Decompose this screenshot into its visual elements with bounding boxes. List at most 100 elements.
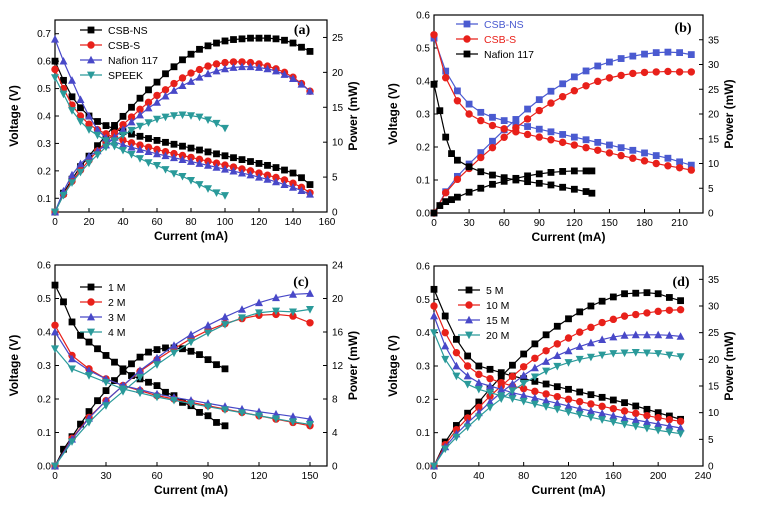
- series-csb-ns-power-line: [54, 37, 311, 213]
- series-5-m-voltage-point: [565, 385, 572, 393]
- series-csb-s-voltage-point: [441, 74, 450, 82]
- series-5-m-power-point: [542, 331, 550, 339]
- series-5-m-voltage-point: [609, 396, 617, 404]
- y-tick-label: 0.1: [416, 176, 430, 187]
- legend-marker: [463, 35, 471, 43]
- series-speek-voltage-point: [161, 166, 170, 174]
- series-5-m-voltage-point: [621, 399, 628, 407]
- series-csb-ns-voltage-point: [594, 138, 602, 146]
- series-nafion-117-voltage-point: [430, 80, 438, 88]
- series-csb-s-voltage-point: [582, 143, 590, 152]
- series-csb-s-power-point: [204, 62, 212, 70]
- series-1-m-voltage-point: [77, 331, 84, 339]
- series-nafion-117-power-point: [297, 80, 306, 88]
- series-csb-ns-voltage-point: [77, 104, 84, 112]
- x-tick-label: 200: [650, 471, 667, 482]
- y-tick-label: 0.2: [37, 166, 51, 177]
- series-csb-s-power-point: [629, 69, 637, 78]
- series-5-m-voltage-point: [441, 312, 449, 320]
- series-10-m-power-point: [676, 306, 685, 314]
- series-csb-ns-power-point: [145, 86, 152, 94]
- series-1-m-power-point: [119, 367, 127, 375]
- series-speek-power-point: [212, 119, 221, 128]
- series-4-m-voltage-point: [51, 345, 59, 353]
- series-5-m-power-point: [576, 308, 584, 316]
- series-csb-ns-power-point: [272, 35, 280, 43]
- series-4-m-voltage-point: [255, 412, 263, 420]
- y-axis-label: Voltage (V): [386, 83, 400, 145]
- legend-marker: [87, 71, 95, 80]
- y-tick-label: 0.5: [37, 294, 51, 305]
- x-tick-label: 0: [431, 471, 437, 482]
- chart-panel-b: 0 30 60 90 120 150 180 2100.00.10.20.30.40.50.6…: [386, 11, 736, 245]
- series-nafion-117-power-point: [170, 86, 178, 94]
- series-20-m-power-point: [598, 351, 607, 360]
- series-10-m-voltage-point: [676, 417, 685, 426]
- series-1-m-voltage-point: [204, 412, 212, 420]
- series-10-m-voltage-point: [643, 411, 651, 420]
- series-15-m-voltage-point: [609, 411, 618, 420]
- series-nafion-117-voltage-point: [306, 189, 314, 198]
- panel-letter: (b): [674, 21, 691, 36]
- series-nafion-117-voltage-point: [280, 180, 289, 188]
- series-nafion-117-voltage-point: [477, 168, 485, 176]
- series-4-m-voltage-point: [85, 372, 93, 380]
- x-tick-label: 240: [695, 471, 712, 482]
- series-20-m-power-point: [497, 395, 506, 403]
- series-nafion-117-voltage-point: [238, 168, 246, 177]
- series-15-m-power-point: [508, 379, 517, 388]
- y-tick-label: 0.3: [416, 362, 430, 373]
- series-20-m-power-point: [486, 403, 495, 412]
- series-1-m-power-point: [85, 408, 93, 415]
- series-5-m-power-point: [565, 315, 572, 323]
- series-4-m-power-point: [255, 309, 263, 317]
- series-5-m-power-point: [464, 409, 472, 417]
- series-csb-ns-voltage-point: [60, 76, 67, 84]
- series-nafion-117-power-point: [582, 167, 590, 175]
- y2-tick-label: 25: [708, 85, 720, 96]
- series-4-m-voltage-point: [187, 400, 195, 408]
- series-20-m-voltage-point: [530, 400, 539, 409]
- series-20-m-power-point: [654, 350, 663, 358]
- y2-tick-label: 35: [708, 35, 720, 46]
- series-csb-ns-voltage-point: [524, 123, 531, 130]
- series-csb-ns-power-point: [489, 137, 496, 145]
- series-10-m-voltage-point: [609, 404, 618, 413]
- series-speek-power-point: [76, 168, 85, 177]
- series-nafion-117-voltage-point: [51, 35, 59, 43]
- series-1-m-voltage-point: [153, 382, 161, 389]
- series-20-m-power-point: [676, 353, 685, 361]
- legend-label: SPEEK: [108, 70, 143, 82]
- series-csb-ns-voltage-point: [94, 118, 101, 125]
- series-nafion-117-voltage-point: [246, 170, 255, 179]
- series-3-m-voltage-point: [289, 412, 297, 420]
- series-3-m-voltage-point: [306, 414, 314, 423]
- series-nafion-117-power-point: [448, 196, 455, 204]
- series-csb-ns-voltage-point: [664, 154, 672, 162]
- series-nafion-117-voltage-point: [85, 111, 93, 120]
- series-4-m-power-point: [204, 329, 212, 338]
- series-1-m-voltage-point: [213, 419, 220, 426]
- series-nafion-117-power-point: [272, 66, 280, 75]
- series-csb-ns-voltage-point: [111, 125, 118, 133]
- series-csb-ns-voltage-point: [221, 152, 229, 160]
- series-csb-ns-voltage-point: [512, 120, 520, 128]
- legend-label: Nafion 117: [108, 55, 158, 67]
- series-csb-ns-voltage-point: [68, 93, 76, 101]
- series-20-m-voltage-point: [609, 418, 618, 427]
- series-csb-ns-power-point: [162, 70, 169, 78]
- series-nafion-117-voltage-point: [436, 107, 444, 115]
- series-csb-s-voltage-point: [687, 166, 696, 174]
- series-csb-s-power-point: [605, 74, 614, 82]
- series-20-m-voltage-point: [631, 422, 640, 431]
- series-3-m-voltage-point: [68, 354, 76, 363]
- series-csb-ns-voltage-point: [442, 67, 450, 75]
- x-tick-label: 100: [217, 217, 234, 228]
- series-speek-voltage-point: [204, 185, 212, 193]
- series-5-m-voltage-point: [643, 405, 651, 413]
- series-csb-s-voltage-point: [453, 97, 462, 105]
- series-15-m-power-point: [542, 357, 551, 365]
- series-20-m-power-point: [519, 379, 528, 388]
- series-1-m-power-point: [196, 351, 203, 359]
- series-nafion-117-voltage-point: [204, 161, 212, 169]
